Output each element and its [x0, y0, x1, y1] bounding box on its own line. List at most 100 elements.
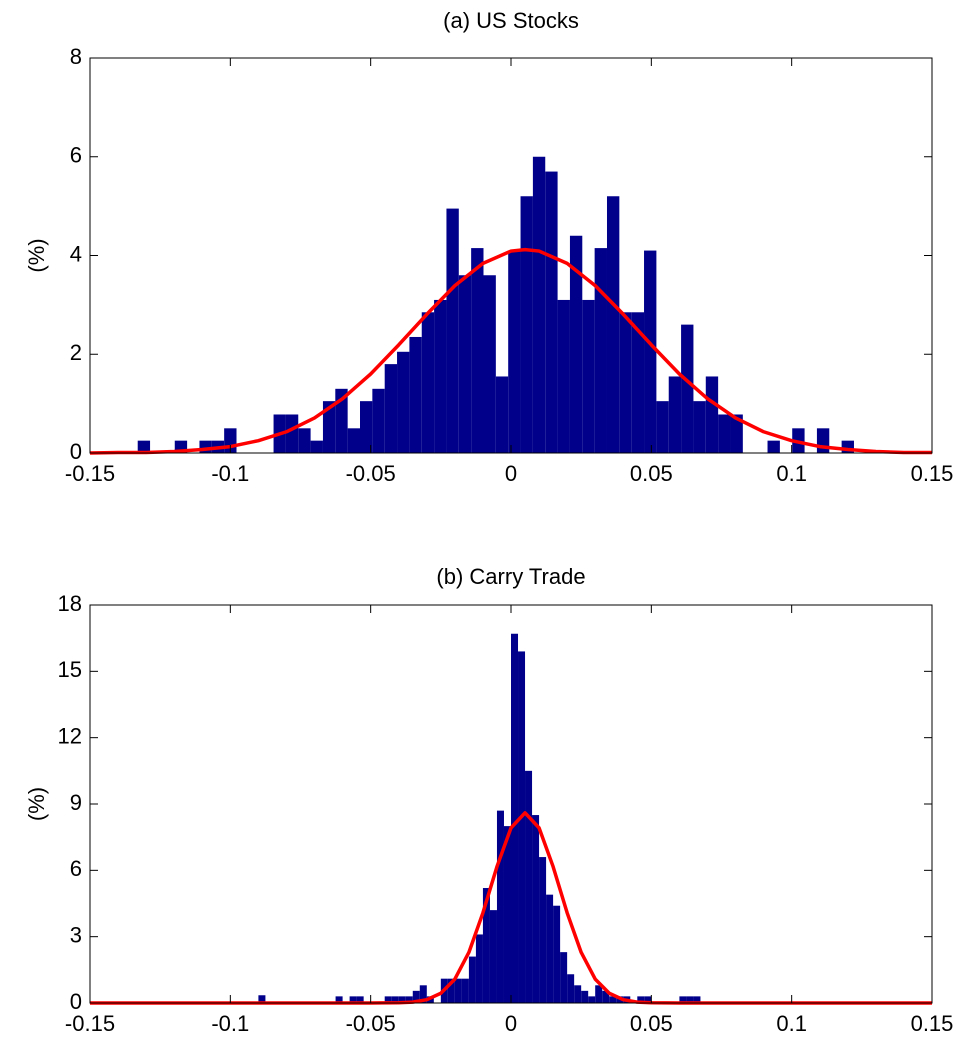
bar — [574, 985, 582, 1003]
x-tick-label: 0.05 — [630, 1011, 673, 1036]
bar — [391, 996, 399, 1003]
bar — [718, 414, 731, 453]
bar — [421, 312, 435, 453]
x-tick-label: 0 — [505, 1011, 517, 1036]
bar — [594, 248, 607, 453]
bar — [668, 376, 682, 453]
bar — [588, 996, 596, 1003]
bar — [631, 312, 645, 453]
bar — [679, 996, 687, 1003]
y-tick-label: 6 — [70, 856, 82, 881]
bar — [532, 815, 540, 1003]
x-tick-label: -0.1 — [211, 461, 249, 486]
bar — [730, 414, 743, 453]
bar — [310, 440, 323, 453]
x-tick-label: 0.1 — [776, 461, 807, 486]
fit-curve — [89, 247, 932, 455]
bar — [489, 910, 497, 1003]
y-tick-label: 9 — [70, 790, 82, 815]
bar — [656, 401, 669, 453]
bar — [258, 995, 266, 1003]
bar — [347, 428, 361, 453]
bar — [298, 428, 311, 453]
bar — [434, 299, 447, 453]
bar — [384, 364, 398, 453]
bar — [606, 196, 620, 453]
bar — [525, 770, 533, 1003]
bar — [681, 324, 694, 453]
bar — [372, 388, 385, 453]
bar — [567, 974, 575, 1003]
bar — [468, 956, 476, 1003]
bar — [360, 401, 373, 453]
bar — [705, 376, 719, 453]
x-tick-label: 0.15 — [911, 1011, 954, 1036]
bar — [508, 250, 521, 453]
bar — [532, 156, 546, 453]
bar — [637, 996, 645, 1003]
x-tick-label: -0.15 — [65, 461, 115, 486]
x-tick-label: -0.1 — [211, 1011, 249, 1036]
bar — [503, 826, 511, 1003]
bar — [816, 428, 830, 453]
bar — [496, 810, 504, 1003]
bar — [569, 235, 583, 453]
y-tick-label: 0 — [70, 439, 82, 464]
bar — [557, 299, 570, 453]
bar — [335, 388, 348, 453]
y-tick-label: 2 — [70, 340, 82, 365]
bar — [686, 996, 694, 1003]
bar — [560, 952, 568, 1003]
bar — [511, 633, 519, 1003]
bar — [553, 905, 561, 1003]
bar — [693, 996, 701, 1003]
bar — [644, 996, 652, 1003]
bar — [767, 440, 780, 453]
bar — [602, 990, 610, 1003]
bar — [356, 996, 364, 1003]
bar — [546, 894, 554, 1003]
bar — [619, 312, 632, 453]
bar — [446, 208, 459, 453]
x-tick-label: 0.15 — [911, 461, 954, 486]
fit-curve — [90, 811, 932, 1005]
bar — [285, 414, 299, 453]
bar — [693, 401, 706, 453]
y-tick-label: 18 — [58, 591, 82, 616]
y-tick-label: 8 — [70, 44, 82, 69]
bar — [545, 171, 558, 453]
bar — [409, 336, 422, 453]
y-tick-label: 6 — [70, 143, 82, 168]
bar — [384, 996, 392, 1003]
bar — [412, 990, 420, 1003]
bar — [349, 996, 357, 1003]
bar — [405, 996, 413, 1003]
bar — [495, 376, 509, 453]
bar — [398, 996, 406, 1003]
chart-title: (a) US Stocks — [443, 8, 579, 33]
bar — [581, 990, 589, 1003]
bar — [322, 401, 336, 453]
bar — [595, 985, 603, 1003]
x-tick-label: -0.05 — [346, 1011, 396, 1036]
bar — [609, 996, 617, 1003]
bar — [335, 996, 343, 1003]
bar — [454, 978, 462, 1003]
bar — [447, 978, 455, 1003]
y-tick-label: 3 — [70, 922, 82, 947]
x-tick-label: -0.15 — [65, 1011, 115, 1036]
bar — [397, 351, 410, 453]
x-tick-label: 0.1 — [776, 1011, 807, 1036]
bar — [482, 888, 490, 1003]
y-axis-label: (%) — [24, 787, 49, 821]
bar — [644, 250, 657, 453]
x-tick-label: -0.05 — [346, 461, 396, 486]
y-axis-label: (%) — [24, 238, 49, 272]
bar — [458, 275, 472, 453]
bar — [483, 275, 496, 453]
y-tick-label: 15 — [58, 657, 82, 682]
bar — [471, 248, 484, 453]
bar — [518, 651, 526, 1003]
bar — [539, 857, 547, 1003]
